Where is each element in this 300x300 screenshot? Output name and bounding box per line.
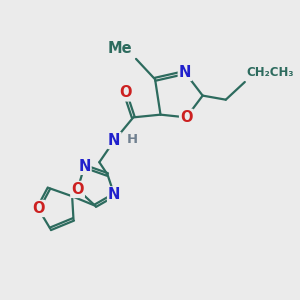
Text: CH₂CH₃: CH₂CH₃ <box>246 66 294 79</box>
Text: O: O <box>32 201 44 216</box>
Text: Me: Me <box>107 41 132 56</box>
Text: O: O <box>180 110 193 125</box>
Text: O: O <box>71 182 84 197</box>
Text: N: N <box>179 65 191 80</box>
Text: N: N <box>108 188 121 202</box>
Text: N: N <box>108 133 121 148</box>
Text: N: N <box>78 159 91 174</box>
Text: H: H <box>127 133 138 146</box>
Text: O: O <box>119 85 131 100</box>
